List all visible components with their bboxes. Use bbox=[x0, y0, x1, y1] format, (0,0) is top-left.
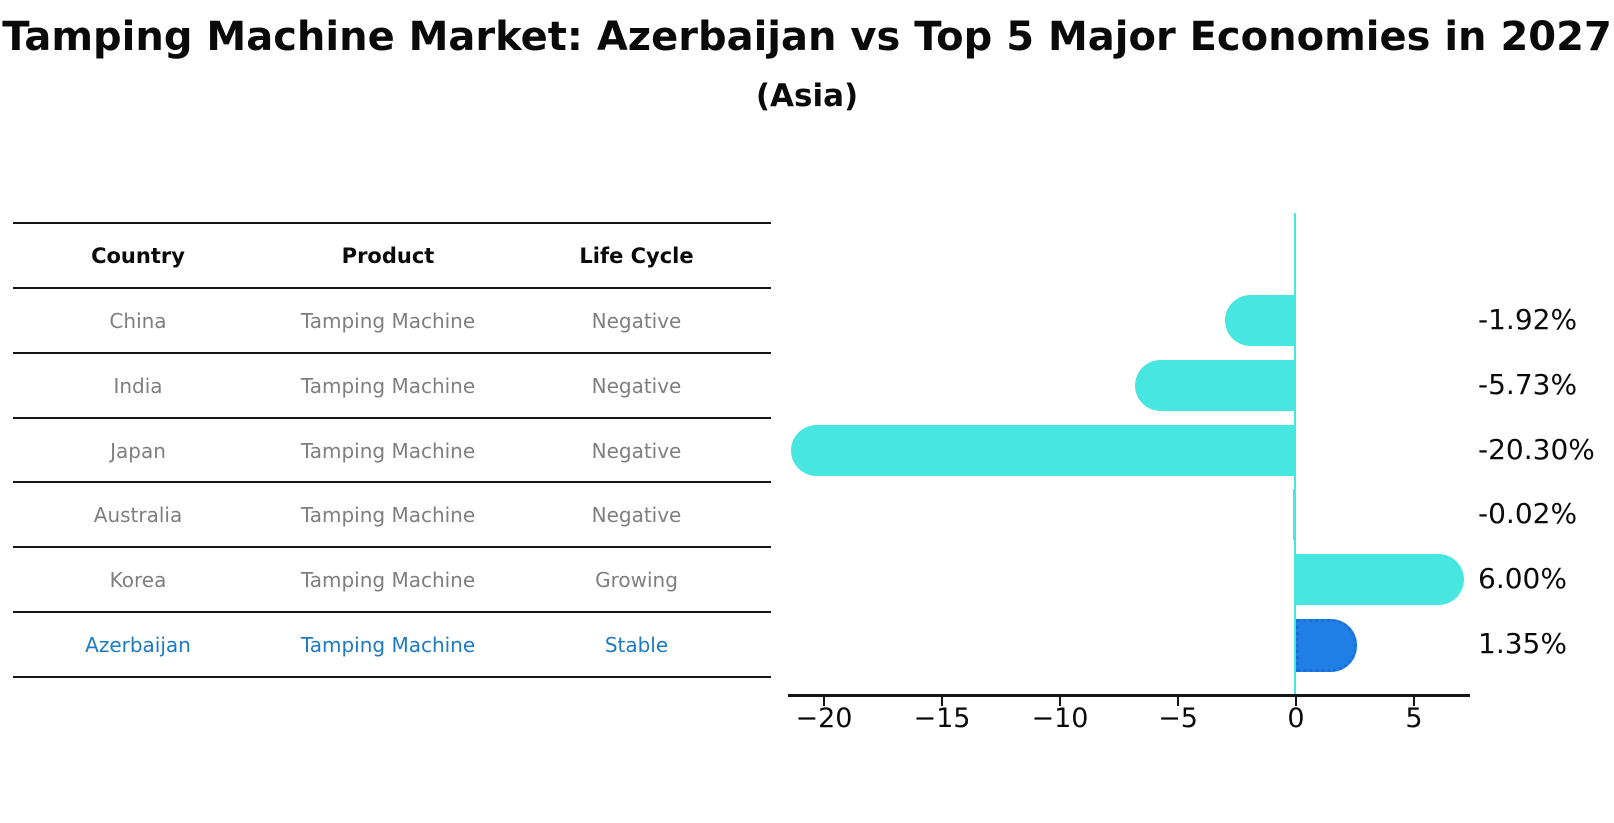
bar-azerbaijan bbox=[1296, 619, 1357, 672]
table-header-life-cycle: Life Cycle bbox=[579, 243, 694, 268]
table-row: Australia Tamping Machine Negative bbox=[13, 482, 760, 547]
value-label-azerbaijan: 1.35% bbox=[1478, 627, 1567, 660]
y-axis-tick bbox=[753, 287, 771, 289]
bar-india bbox=[1135, 360, 1296, 411]
table-rule bbox=[13, 287, 760, 289]
cell-country: Azerbaijan bbox=[85, 632, 191, 657]
page-subtitle: (Asia) bbox=[755, 78, 859, 114]
bar-australia bbox=[1293, 489, 1296, 540]
x-tick-label: −5 bbox=[1158, 703, 1198, 734]
value-label-china: -1.92% bbox=[1478, 303, 1578, 336]
table-row: Korea Tamping Machine Growing bbox=[13, 547, 760, 612]
cell-life-cycle: Stable bbox=[604, 632, 669, 657]
table-header-country: Country bbox=[91, 243, 185, 268]
x-tick-label: 5 bbox=[1405, 703, 1423, 734]
table-rule bbox=[13, 676, 760, 678]
table-row: China Tamping Machine Negative bbox=[13, 288, 760, 353]
table-header-product: Product bbox=[341, 243, 435, 268]
table-row-highlight: Azerbaijan Tamping Machine Stable bbox=[13, 612, 760, 677]
y-axis-tick bbox=[753, 417, 771, 419]
x-tick-label: −10 bbox=[1031, 703, 1089, 734]
y-axis-tick bbox=[753, 611, 771, 613]
x-tick-label: 0 bbox=[1287, 703, 1305, 734]
table-rule bbox=[13, 352, 760, 354]
value-label-australia: -0.02% bbox=[1478, 497, 1578, 530]
cell-country: India bbox=[113, 373, 163, 398]
table-header-row: Country Product Life Cycle bbox=[13, 223, 760, 288]
cell-product: Tamping Machine bbox=[300, 567, 476, 592]
table-rule bbox=[13, 481, 760, 483]
x-axis-tick bbox=[1413, 697, 1415, 706]
x-axis-line bbox=[788, 694, 1470, 697]
bar-china bbox=[1225, 295, 1296, 346]
x-axis-tick bbox=[823, 697, 825, 706]
y-axis-tick bbox=[753, 352, 771, 354]
cell-life-cycle: Negative bbox=[591, 308, 682, 333]
table-rule bbox=[13, 417, 760, 419]
table-rule bbox=[13, 222, 760, 224]
value-label-korea: 6.00% bbox=[1478, 562, 1567, 595]
table-row: Japan Tamping Machine Negative bbox=[13, 418, 760, 483]
x-axis-tick bbox=[1295, 697, 1297, 706]
cell-product: Tamping Machine bbox=[300, 373, 476, 398]
cell-life-cycle: Negative bbox=[591, 438, 682, 463]
bar-japan bbox=[791, 425, 1296, 476]
cell-country: China bbox=[109, 308, 167, 333]
y-axis-tick bbox=[753, 222, 771, 224]
x-axis-tick bbox=[941, 697, 943, 706]
cell-product: Tamping Machine bbox=[300, 502, 476, 527]
y-axis-tick bbox=[753, 676, 771, 678]
value-label-india: -5.73% bbox=[1478, 368, 1578, 401]
cell-country: Japan bbox=[110, 438, 166, 463]
cell-country: Australia bbox=[93, 502, 183, 527]
cell-country: Korea bbox=[109, 567, 167, 592]
x-axis-tick bbox=[1177, 697, 1179, 706]
table-row: India Tamping Machine Negative bbox=[13, 353, 760, 418]
bar-korea bbox=[1296, 554, 1464, 605]
cell-life-cycle: Negative bbox=[591, 373, 682, 398]
cell-product: Tamping Machine bbox=[300, 632, 476, 657]
value-label-japan: -20.30% bbox=[1478, 433, 1595, 466]
cell-life-cycle: Growing bbox=[595, 567, 678, 592]
table-rule bbox=[13, 546, 760, 548]
x-axis-tick bbox=[1059, 697, 1061, 706]
cell-product: Tamping Machine bbox=[300, 308, 476, 333]
x-tick-label: −20 bbox=[795, 703, 853, 734]
cell-product: Tamping Machine bbox=[300, 438, 476, 463]
table-rule bbox=[13, 611, 760, 613]
cell-life-cycle: Negative bbox=[591, 502, 682, 527]
y-axis-tick bbox=[753, 481, 771, 483]
y-axis-tick bbox=[753, 546, 771, 548]
x-tick-label: −15 bbox=[913, 703, 971, 734]
page-title: Tamping Machine Market: Azerbaijan vs To… bbox=[2, 14, 1612, 60]
